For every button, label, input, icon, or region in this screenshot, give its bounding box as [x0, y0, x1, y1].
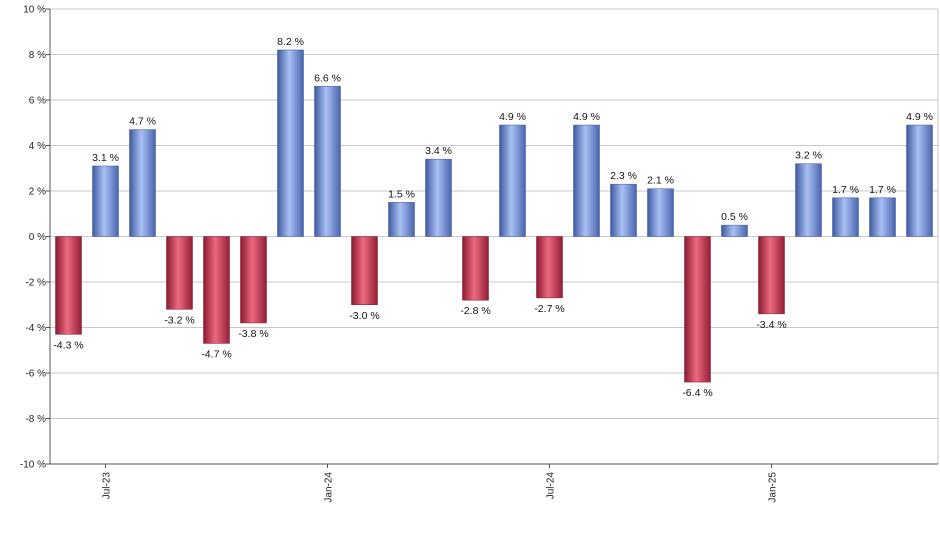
- bar-jan-24: [314, 86, 341, 237]
- bar-may-24: [462, 236, 489, 301]
- data-label: 6.6 %: [314, 72, 341, 84]
- y-tick-label: -4 %: [25, 323, 46, 334]
- y-tick-label: -6 %: [25, 369, 46, 380]
- bar-feb-24: [351, 236, 378, 305]
- bar-oct-24: [647, 188, 674, 237]
- data-label: 2.1 %: [647, 175, 674, 187]
- bar-dec-23: [277, 49, 304, 237]
- bar-sep-23: [166, 236, 193, 310]
- bar-nov-23: [240, 236, 267, 324]
- data-label: 4.7 %: [129, 116, 156, 128]
- bar-jul-23: [92, 165, 119, 237]
- data-label: -3.2 %: [164, 314, 194, 326]
- data-label: -3.0 %: [349, 310, 379, 322]
- data-label: -4.7 %: [201, 348, 231, 360]
- data-label: 4.9 %: [906, 111, 933, 123]
- x-tick-label: Jul-23: [102, 472, 113, 500]
- y-tick-label: -2 %: [25, 278, 46, 289]
- data-label: -3.8 %: [238, 328, 268, 340]
- bar-jun-24: [499, 124, 526, 237]
- x-tick-label: Jan-24: [324, 472, 335, 503]
- data-label: 8.2 %: [277, 36, 304, 48]
- y-tick-label: -8 %: [25, 414, 46, 425]
- data-label: 3.4 %: [425, 145, 452, 157]
- bar-oct-23: [203, 236, 230, 344]
- data-labels: -4.3 % 3.1 % 4.7 % -3.2 % -4.7 % -3.8 % 8.2 % 6…: [53, 36, 933, 399]
- data-label: -2.8 %: [460, 305, 490, 317]
- x-tick-label: Jul-24: [546, 472, 557, 500]
- bar-mar-25: [832, 197, 859, 237]
- data-label: 1.7 %: [869, 184, 896, 196]
- x-tick-label: Jan-25: [768, 472, 779, 503]
- bar-jan-25: [758, 236, 785, 315]
- bar-apr-25: [869, 197, 896, 237]
- y-tick-label: 8 %: [29, 50, 46, 61]
- data-label: 1.5 %: [388, 188, 415, 200]
- bar-mar-24: [388, 202, 415, 237]
- bar-dec-24: [721, 224, 748, 237]
- bar-apr-24: [425, 158, 452, 237]
- bar-aug-23: [129, 129, 156, 237]
- bars: [55, 49, 933, 383]
- bar-jun-23: [55, 236, 82, 335]
- data-label: -6.4 %: [682, 387, 712, 399]
- gridlines: [50, 8, 938, 465]
- bar-aug-24: [573, 124, 600, 237]
- data-label: -2.7 %: [534, 303, 564, 315]
- bar-nov-24: [684, 236, 711, 383]
- y-tick-label: 4 %: [29, 141, 46, 152]
- bar-may-25: [906, 124, 933, 237]
- bar-feb-25: [795, 163, 822, 237]
- y-tick-label: 10 %: [23, 5, 46, 16]
- bar-jul-24: [536, 236, 563, 299]
- data-label: -3.4 %: [756, 319, 786, 331]
- data-label: 4.9 %: [573, 111, 600, 123]
- y-tick-label: 0 %: [29, 232, 46, 243]
- y-tick-label: 6 %: [29, 96, 46, 107]
- y-tick-label: 2 %: [29, 187, 46, 198]
- y-tick-label: -10 %: [20, 460, 46, 471]
- data-label: 4.9 %: [499, 111, 526, 123]
- data-label: -4.3 %: [53, 339, 83, 351]
- data-label: 0.5 %: [721, 211, 748, 223]
- bar-sep-24: [610, 183, 637, 237]
- data-label: 1.7 %: [832, 184, 859, 196]
- axes: -10 % -8 % -6 % -4 % -2 % 0 % 2 % 4 % 6 % 8 % 10 %…: [20, 5, 939, 503]
- data-label: 2.3 %: [610, 170, 637, 182]
- data-label: 3.1 %: [92, 152, 119, 164]
- data-label: 3.2 %: [795, 150, 822, 162]
